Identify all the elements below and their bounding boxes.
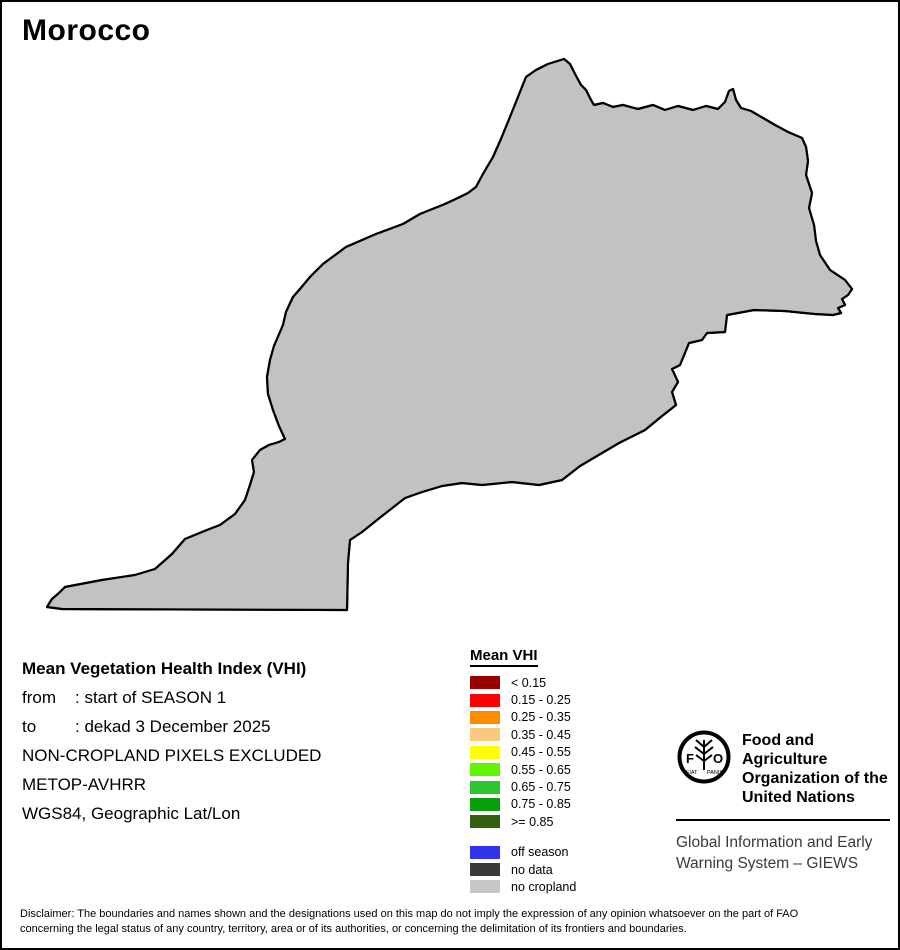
legend-extra-list: off season no data no cropland xyxy=(470,844,576,896)
info-row: to : dekad 3 December 2025 xyxy=(22,712,321,741)
disclaimer-line-1: Disclaimer: The boundaries and names sho… xyxy=(20,908,799,920)
info-row-label: from xyxy=(22,688,56,707)
legend-swatch xyxy=(470,815,500,829)
legend-label: off season xyxy=(511,845,569,860)
vhi-legend: Mean VHI < 0.15 0.15 - 0.25 0.25 - 0.35 0.3… xyxy=(470,647,576,896)
legend-swatch xyxy=(470,745,500,759)
legend-label: 0.15 - 0.25 xyxy=(511,693,571,708)
legend-row: 0.35 - 0.45 xyxy=(470,726,576,743)
legend-row: 0.15 - 0.25 xyxy=(470,691,576,708)
fao-org-name: Food and Agriculture Organization of the U… xyxy=(742,728,890,807)
legend-swatch xyxy=(470,780,500,794)
legend-swatch xyxy=(470,693,500,707)
legend-swatch xyxy=(470,763,500,777)
legend-label: no data xyxy=(511,862,553,877)
legend-label: 0.25 - 0.35 xyxy=(511,710,571,725)
legend-label: 0.65 - 0.75 xyxy=(511,780,571,795)
legend-label: >= 0.85 xyxy=(511,814,554,829)
legend-swatch xyxy=(470,797,500,811)
legend-label: 0.75 - 0.85 xyxy=(511,797,571,812)
legend-row: < 0.15 xyxy=(470,674,576,691)
fao-block: F O FIAT PANIS Food and Agriculture Organ… xyxy=(676,728,890,874)
legend-swatch xyxy=(470,728,500,742)
legend-row: 0.25 - 0.35 xyxy=(470,709,576,726)
legend-swatch xyxy=(470,710,500,724)
legend-label: 0.35 - 0.45 xyxy=(511,727,571,742)
legend-swatch xyxy=(470,863,500,877)
fao-org-line: Food and Agriculture xyxy=(742,732,828,768)
map-info-block: Mean Vegetation Health Index (VHI) from:… xyxy=(22,654,321,828)
legend-swatch xyxy=(470,845,500,859)
info-row-label: to xyxy=(22,717,37,736)
info-line: METOP-AVHRR xyxy=(22,775,147,794)
legend-class-list: < 0.15 0.15 - 0.25 0.25 - 0.35 0.35 - 0.45 0… xyxy=(470,674,576,831)
legend-row: 0.45 - 0.55 xyxy=(470,744,576,761)
giews-line: Warning System – GIEWS xyxy=(676,855,859,872)
legend-row: no data xyxy=(470,861,576,878)
giews-name: Global Information and Early Warning Syst… xyxy=(676,832,890,874)
legend-row: 0.65 - 0.75 xyxy=(470,778,576,795)
fao-org-line: United Nations xyxy=(742,789,855,806)
legend-label: < 0.15 xyxy=(511,675,547,690)
fao-logo-icon: F O FIAT PANIS xyxy=(677,730,731,784)
info-line: NON-CROPLAND PIXELS EXCLUDED xyxy=(22,746,322,765)
info-row: from : start of SEASON 1 xyxy=(22,683,321,712)
fao-org-line: Organization of the xyxy=(742,770,888,787)
legend-row: 0.75 - 0.85 xyxy=(470,796,576,813)
fao-divider xyxy=(676,819,890,821)
legend-swatch xyxy=(470,880,500,894)
info-row-value: : start of SEASON 1 xyxy=(75,688,227,707)
info-extra-lines: NON-CROPLAND PIXELS EXCLUDED METOP-AVHRR W… xyxy=(22,741,321,828)
legend-row: 0.55 - 0.65 xyxy=(470,761,576,778)
legend-title: Mean VHI xyxy=(470,647,538,667)
info-line: WGS84, Geographic Lat/Lon xyxy=(22,804,241,823)
info-row-value: : dekad 3 December 2025 xyxy=(75,717,271,736)
legend-label: 0.45 - 0.55 xyxy=(511,745,571,760)
legend-swatch xyxy=(470,676,500,690)
legend-row: >= 0.85 xyxy=(470,813,576,830)
info-heading: Mean Vegetation Health Index (VHI) xyxy=(22,659,307,678)
legend-label: 0.55 - 0.65 xyxy=(511,762,571,777)
disclaimer-line-2: concerning the legal status of any count… xyxy=(20,923,687,935)
info-date-rows: from : start of SEASON 1 to : dekad 3 Decem… xyxy=(22,683,321,741)
disclaimer: Disclaimer: The boundaries and names sho… xyxy=(20,907,884,937)
legend-row: no cropland xyxy=(470,878,576,895)
legend-label: no cropland xyxy=(511,879,577,894)
legend-row: off season xyxy=(470,844,576,861)
page-title: Morocco xyxy=(22,14,151,47)
giews-line: Global Information and Early xyxy=(676,834,873,851)
